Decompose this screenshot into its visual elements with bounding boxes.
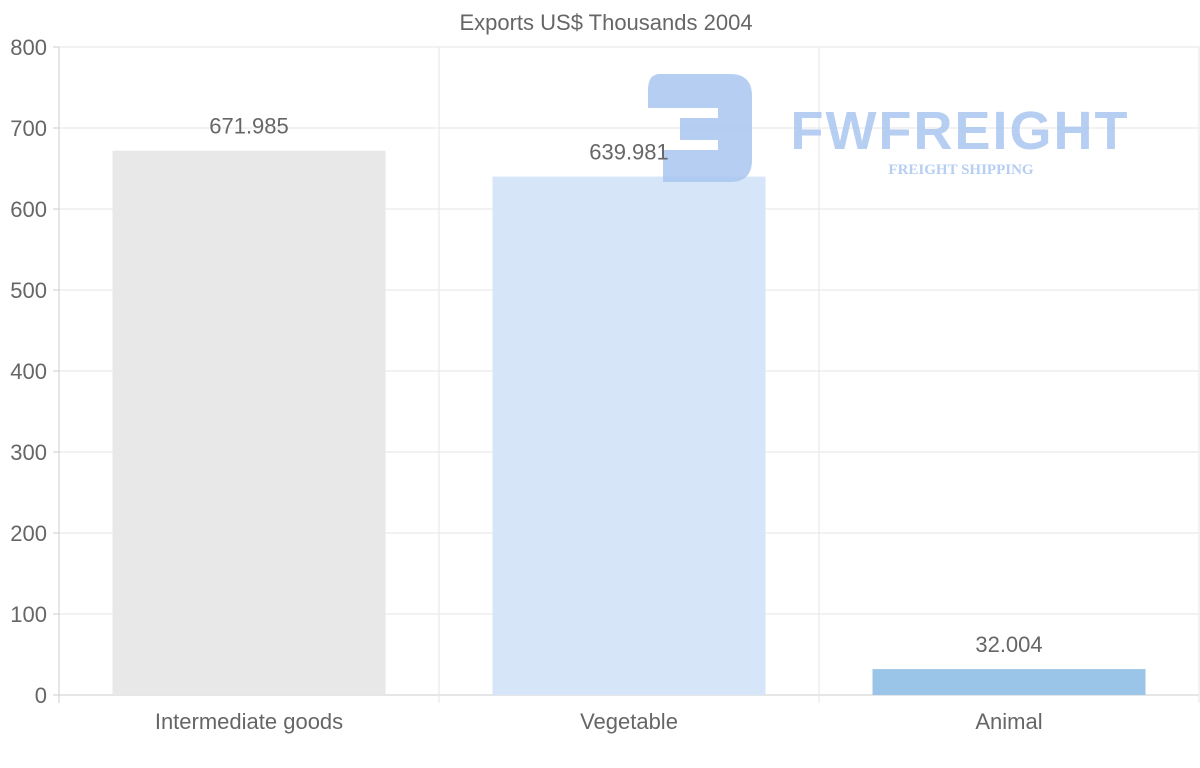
y-tick-label: 100 bbox=[10, 602, 47, 627]
x-tick-label: Animal bbox=[975, 709, 1042, 734]
data-label: 32.004 bbox=[975, 632, 1042, 657]
labels: Intermediate goods 671.985 Vegetable 639.98… bbox=[155, 114, 1043, 734]
y-tick-label: 200 bbox=[10, 521, 47, 546]
x-tick-label: Intermediate goods bbox=[155, 709, 343, 734]
y-tick-label: 0 bbox=[35, 683, 47, 708]
chart-title: Exports US$ Thousands 2004 bbox=[459, 10, 752, 35]
data-label: 639.981 bbox=[589, 140, 669, 165]
y-tick-label: 800 bbox=[10, 35, 47, 60]
watermark-logo: FWFREIGHT FREIGHT SHIPPING bbox=[648, 74, 1130, 182]
y-tick-label: 600 bbox=[10, 197, 47, 222]
y-tick-label: 300 bbox=[10, 440, 47, 465]
logo-mark-icon bbox=[648, 74, 752, 182]
y-tick-label: 700 bbox=[10, 116, 47, 141]
y-tick-label: 400 bbox=[10, 359, 47, 384]
bar[interactable] bbox=[492, 176, 766, 696]
bars bbox=[112, 150, 1146, 696]
watermark-tagline: FREIGHT SHIPPING bbox=[888, 162, 1033, 178]
y-tick-label: 500 bbox=[10, 278, 47, 303]
data-label: 671.985 bbox=[209, 114, 289, 139]
bar[interactable] bbox=[112, 150, 386, 696]
bar[interactable] bbox=[872, 669, 1146, 695]
watermark-brand: FWFREIGHT bbox=[791, 101, 1130, 161]
x-tick-label: Vegetable bbox=[580, 709, 678, 734]
